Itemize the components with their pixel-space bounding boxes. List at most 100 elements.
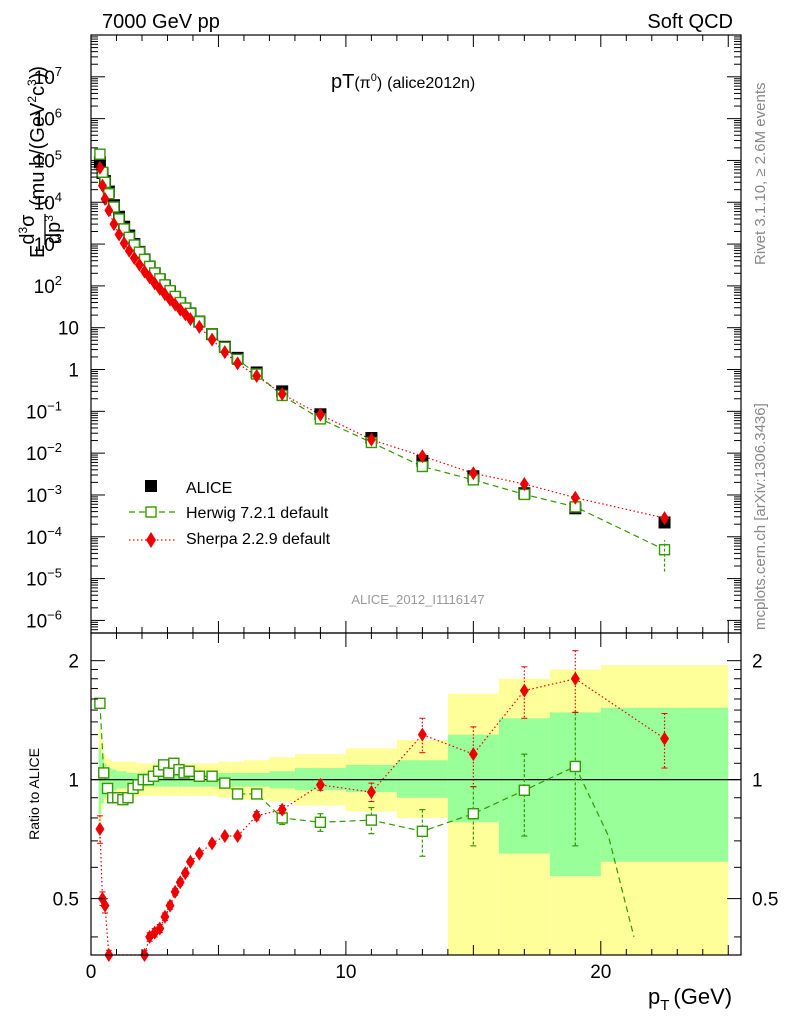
sherpa-ratio-point xyxy=(468,747,478,762)
sherpa-main-point xyxy=(233,356,243,371)
sherpa-main-point xyxy=(220,345,230,360)
legend-marker-sherpa xyxy=(146,532,156,548)
ratio-y-axis-label: Ratio to ALICE xyxy=(26,748,42,840)
main-y-tick-mantissa: 10 xyxy=(34,277,55,298)
main-y-tick-label: 106 xyxy=(34,106,62,131)
sherpa-main-point xyxy=(119,236,129,251)
sherpa-ratio-point xyxy=(570,671,580,686)
main-y-tick-label: 105 xyxy=(34,147,62,172)
herwig-ratio-point xyxy=(183,765,195,777)
herwig-ratio-point xyxy=(467,808,480,820)
main-y-tick-label: 10−4 xyxy=(26,524,62,549)
sherpa-main-point xyxy=(129,251,139,266)
main-y-tick-exponent: −4 xyxy=(47,524,62,539)
sherpa-ratio-point xyxy=(220,829,230,844)
sherpa-main-point xyxy=(519,476,529,491)
herwig-ratio-point xyxy=(101,782,114,795)
stat-band-bin xyxy=(101,757,104,804)
legend-label-sherpa: Sherpa 2.2.9 default xyxy=(186,531,331,548)
sherpa-main-point xyxy=(570,490,580,505)
herwig-ratio-point xyxy=(365,814,378,826)
main-y-tick-exponent: −6 xyxy=(47,607,62,622)
sherpa-ratio-point xyxy=(165,898,175,913)
sherpa-ratio-point xyxy=(417,727,427,742)
sherpa-ratio-point xyxy=(175,875,185,890)
stat-band-bin xyxy=(103,763,107,798)
main-y-tick-mantissa: 10 xyxy=(26,444,47,465)
main-y-tick-label: 104 xyxy=(34,189,62,214)
main-y-tick-exponent: −3 xyxy=(47,482,62,497)
sherpa-main-point xyxy=(104,203,114,218)
sherpa-main-point xyxy=(660,511,670,526)
herwig-main-line xyxy=(99,154,665,551)
ratio-uncertainty-bands xyxy=(91,665,741,955)
legend: ALICE Herwig 7.2.1 default Sherpa 2.2.9 … xyxy=(129,480,331,548)
sherpa-ratio-point xyxy=(233,829,243,844)
rivet-version-label: Rivet 3.1.10, ≥ 2.6M events xyxy=(752,83,769,266)
legend-marker-herwig xyxy=(145,506,157,518)
stat-band-bin xyxy=(396,760,448,798)
ratio-plot-frame xyxy=(90,632,742,956)
category-label: Soft QCD xyxy=(647,11,733,33)
legend-marker-alice xyxy=(145,480,157,492)
main-y-tick-label: 102 xyxy=(34,273,62,298)
herwig-ratio-point xyxy=(122,792,134,804)
x-tick-label: 10 xyxy=(335,962,356,983)
ratio-y-tick-label-right: 2 xyxy=(752,652,763,673)
main-plot-area xyxy=(93,148,671,572)
x-tick-label: 0 xyxy=(86,962,97,983)
main-y-tick-exponent: 4 xyxy=(55,189,62,204)
herwig-main-point xyxy=(94,148,106,160)
sherpa-main-point xyxy=(194,319,204,334)
main-y-tick-exponent: −5 xyxy=(47,566,62,581)
sherpa-ratio-point xyxy=(160,909,170,924)
ratio-y-tick-label: 2 xyxy=(68,652,79,673)
sherpa-main-point xyxy=(185,312,195,327)
x-tick-label: 20 xyxy=(590,962,611,983)
main-y-tick-exponent: −2 xyxy=(47,440,62,455)
ratio-y-tick-label: 0.5 xyxy=(53,890,79,911)
herwig-ratio-point xyxy=(250,788,263,800)
ratio-axes: 0.5 0.51 12 20 10 20 xyxy=(53,633,778,983)
x-axis-label: pT (GeV) xyxy=(648,984,732,1014)
sherpa-main-point xyxy=(109,217,119,232)
sherpa-main-point xyxy=(134,257,144,272)
main-y-tick-mantissa: 10 xyxy=(34,110,55,131)
herwig-ratio-point xyxy=(163,767,175,779)
main-y-tick-mantissa: 10 xyxy=(26,402,47,423)
sherpa-main-point xyxy=(252,368,262,383)
main-y-tick-exponent: 6 xyxy=(55,106,62,121)
main-y-tick-exponent: 7 xyxy=(55,64,62,79)
main-y-tick-label: 10−2 xyxy=(26,440,62,465)
sherpa-main-point xyxy=(207,332,217,347)
sherpa-main-line xyxy=(99,167,665,519)
main-y-tick-mantissa: 10 xyxy=(34,235,55,256)
ratio-plot-area xyxy=(94,650,670,962)
legend-label-herwig: Herwig 7.2.1 default xyxy=(186,505,329,522)
main-y-tick-exponent: −1 xyxy=(47,398,62,413)
herwig-ratio-point xyxy=(569,760,582,773)
sherpa-ratio-point xyxy=(185,854,195,869)
herwig-ratio-point xyxy=(206,770,218,782)
sherpa-main-point xyxy=(124,243,134,258)
sherpa-ratio-point xyxy=(315,777,325,792)
herwig-ratio-point xyxy=(518,784,531,796)
mcplots-source-label: mcplots.cern.ch [arXiv:1306.3436] xyxy=(752,403,769,630)
sherpa-main-point xyxy=(417,449,427,464)
sherpa-ratio-point xyxy=(519,683,529,698)
sherpa-ratio-point xyxy=(155,921,165,936)
sherpa-ratio-point xyxy=(660,731,670,746)
svg-text:Ed3σ: Ed3σ xyxy=(16,214,49,258)
herwig-ratio-point xyxy=(314,816,327,828)
main-y-tick-label: 10−1 xyxy=(26,398,62,423)
sherpa-ratio-point xyxy=(207,836,217,851)
herwig-ratio-point xyxy=(193,770,206,782)
main-y-tick-label: 10−5 xyxy=(26,566,62,591)
svg-text:dp3: dp3 xyxy=(42,215,65,244)
sherpa-ratio-point xyxy=(194,846,204,861)
sherpa-ratio-point xyxy=(95,822,105,837)
main-y-tick-mantissa: 10 xyxy=(26,486,47,507)
ratio-y-tick-label: 1 xyxy=(68,771,79,792)
ratio-y-tick-label-right: 0.5 xyxy=(752,890,778,911)
